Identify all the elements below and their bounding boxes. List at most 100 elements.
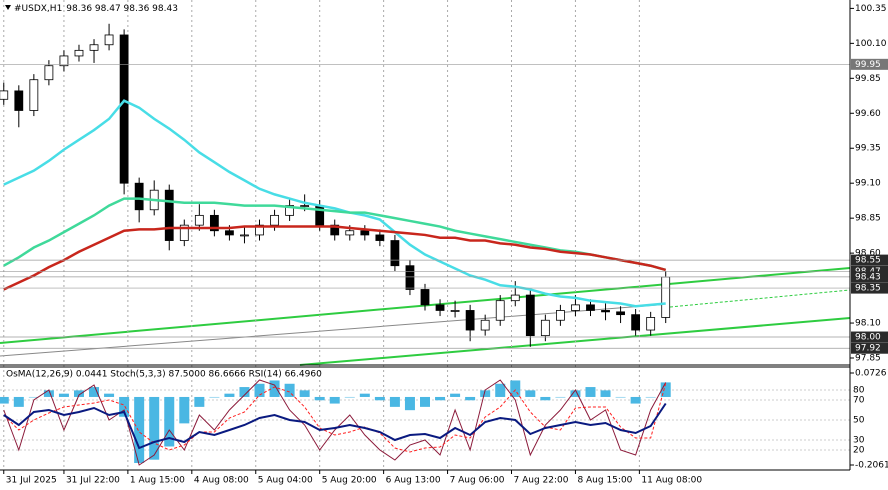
candle-body <box>330 224 340 236</box>
y-tick-label: 99.10 <box>855 179 881 189</box>
y-tick-label: 98.10 <box>855 319 881 329</box>
y-tick-label: 99.35 <box>855 144 881 154</box>
osma-bar <box>209 396 220 398</box>
osma-bar <box>194 396 205 407</box>
x-tick-label: 5 Aug 20:00 <box>322 476 377 486</box>
y2-tick-label: 70 <box>853 396 865 406</box>
x-tick-label: 8 Aug 15:00 <box>577 476 632 486</box>
osma-bar <box>13 396 24 407</box>
candle-body <box>255 224 264 236</box>
osma-bar <box>645 396 656 398</box>
price-level-box <box>851 265 888 277</box>
osma-bar <box>570 390 581 397</box>
candle-body <box>209 214 219 232</box>
candle-body <box>586 304 595 311</box>
x-tick-label: 7 Aug 22:00 <box>514 476 569 486</box>
osma-bar <box>585 387 596 397</box>
osma-bar <box>495 383 506 397</box>
candle-body <box>300 205 310 207</box>
candle-body <box>480 319 490 331</box>
osma-bar <box>600 390 611 397</box>
osma-bar <box>389 396 400 407</box>
candle-body <box>555 310 565 321</box>
x-tick-label: 6 Aug 13:00 <box>386 476 441 486</box>
candle-body <box>631 314 641 331</box>
osma-bar <box>510 380 521 397</box>
osma-bar <box>525 390 536 397</box>
candle-body <box>104 34 114 46</box>
candle-body <box>495 300 505 321</box>
price-level-label: 97.92 <box>855 344 881 354</box>
osma-bar <box>0 396 9 404</box>
price-level-label: 98.35 <box>855 284 881 294</box>
candle-body <box>405 265 415 290</box>
moving-average <box>3 99 666 308</box>
candle-body <box>345 230 355 236</box>
price-level-label: 98.43 <box>855 272 881 282</box>
osma-bar <box>314 396 325 401</box>
x-tick-label: 31 Jul 22:00 <box>66 476 120 486</box>
moving-average <box>3 197 667 272</box>
y-tick-label: 97.85 <box>855 354 881 364</box>
price-level-label: 98.55 <box>855 256 881 266</box>
candle-body <box>540 319 550 337</box>
osma-bar <box>269 380 280 397</box>
symbol: #USDX,H1 <box>14 4 62 14</box>
candle-body <box>194 214 204 226</box>
osma-bar <box>149 396 160 460</box>
osma-bar <box>435 396 446 401</box>
osma-bar <box>555 396 566 398</box>
osma-bar <box>630 396 641 404</box>
candle-body <box>225 230 234 236</box>
oscillator-line <box>3 402 667 450</box>
osma-bar <box>450 393 461 397</box>
x-tick-label: 5 Aug 04:00 <box>258 476 313 486</box>
y2-tick-label: 30 <box>853 436 865 446</box>
osma-bar <box>43 390 54 397</box>
x-tick-label: 7 Aug 06:00 <box>450 476 505 486</box>
candle-body <box>510 294 520 302</box>
plot-area <box>0 0 850 470</box>
osma-bar <box>359 393 370 397</box>
osma-bar <box>119 396 130 417</box>
x-tick-label: 1 Aug 15:00 <box>130 476 185 486</box>
osma-bar <box>239 387 250 397</box>
price-level-box <box>851 342 888 354</box>
x-tick-label: 31 Jul 2025 <box>6 476 57 486</box>
candle-body <box>450 310 460 312</box>
y-tick-label: -0.2061 <box>855 461 888 471</box>
osma-bar <box>58 393 69 397</box>
osma-bar <box>329 396 340 404</box>
candle-body <box>29 79 39 111</box>
candle-body <box>525 294 535 337</box>
osma-bar <box>254 383 265 397</box>
candle-body <box>661 276 671 318</box>
candle-body <box>74 49 84 57</box>
trend-line-extension <box>669 289 851 308</box>
candle-body <box>44 65 54 81</box>
osma-bar <box>374 396 385 401</box>
y-tick-label: 100.10 <box>855 39 887 49</box>
osma-bar <box>344 396 355 398</box>
y2-tick-label: 80 <box>853 386 865 396</box>
osma-bar <box>89 387 100 397</box>
candle-body <box>360 230 370 236</box>
y-tick-label: 99.85 <box>855 74 881 84</box>
menu-arrow[interactable] <box>5 5 11 10</box>
osma-bar <box>224 393 235 397</box>
indicator-header: OsMA(12,26,9) 0.0441 Stoch(5,3,3) 87.500… <box>6 370 322 380</box>
price-level-box <box>851 331 888 343</box>
candle-body <box>390 240 400 267</box>
candle-body <box>134 182 144 211</box>
osma-bar <box>164 396 175 447</box>
y-tick-label: 100.35 <box>855 4 887 14</box>
candle-body <box>240 234 249 237</box>
candle-body <box>646 317 656 331</box>
chart-header: #USDX,H1 98.36 98.47 98.36 98.43 <box>14 4 178 14</box>
candle-body <box>89 44 99 51</box>
osma-bar <box>104 393 115 397</box>
osma-bar <box>73 390 84 397</box>
price-level-box <box>851 271 888 283</box>
oscillator-line <box>3 379 667 466</box>
